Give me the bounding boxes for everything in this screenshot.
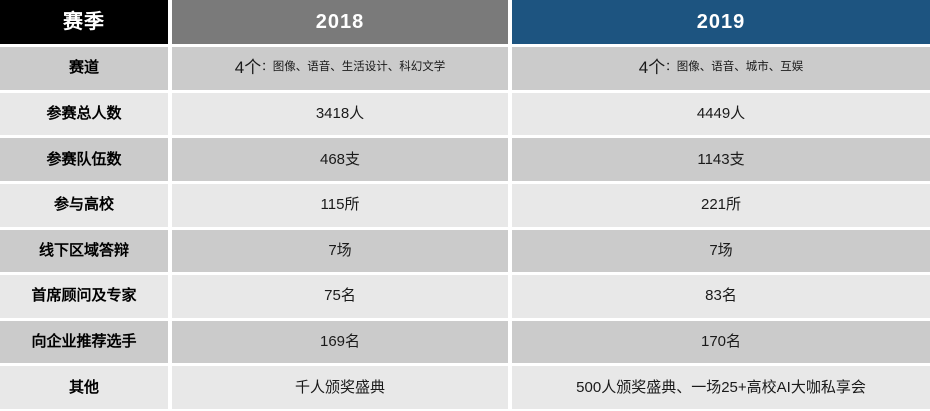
value-2018-recommended-candidates: 169名 [172, 320, 508, 364]
value-2018-teams: 468支 [172, 138, 508, 181]
value-2018-offline-defenses: 7场 [172, 229, 508, 273]
value-2019-universities: 221所 [512, 183, 930, 227]
value-2018-tracks-list: ：图像、语音、生活设计、科幻文学 [261, 61, 446, 74]
row-label-participants: 参赛总人数 [0, 92, 168, 136]
value-2018-other: 千人颁奖盛典 [172, 366, 508, 409]
value-2019-tracks: 4个 ：图像、语音、城市、互娱 [512, 47, 930, 90]
value-2019-offline-defenses: 7场 [512, 229, 930, 273]
row-label-other: 其他 [0, 366, 168, 409]
row-label-offline-defenses: 线下区域答辩 [0, 229, 168, 273]
value-2018-universities: 115所 [172, 183, 508, 227]
value-2019-tracks-list: ：图像、语音、城市、互娱 [665, 61, 804, 74]
value-2018-participants: 3418人 [172, 92, 508, 136]
row-label-universities: 参与高校 [0, 183, 168, 227]
value-2019-recommended-candidates: 170名 [512, 320, 930, 364]
value-2018-tracks-count: 4个 [234, 58, 262, 78]
value-2019-other: 500人颁奖盛典、一场25+高校AI大咖私享会 [512, 366, 930, 409]
header-cell-2019: 2019 [512, 0, 930, 44]
row-label-tracks: 赛道 [0, 47, 168, 90]
row-label-recommended-candidates: 向企业推荐选手 [0, 320, 168, 364]
value-2019-advisors: 83名 [512, 275, 930, 318]
value-2019-participants: 4449人 [512, 92, 930, 136]
header-cell-2018: 2018 [172, 0, 508, 44]
header-cell-season: 赛季 [0, 0, 168, 44]
row-label-teams: 参赛队伍数 [0, 138, 168, 181]
value-2018-advisors: 75名 [172, 275, 508, 318]
value-2018-tracks: 4个 ：图像、语音、生活设计、科幻文学 [172, 47, 508, 90]
value-2019-tracks-count: 4个 [638, 58, 666, 78]
row-label-advisors: 首席顾问及专家 [0, 275, 168, 318]
value-2019-teams: 1143支 [512, 138, 930, 181]
